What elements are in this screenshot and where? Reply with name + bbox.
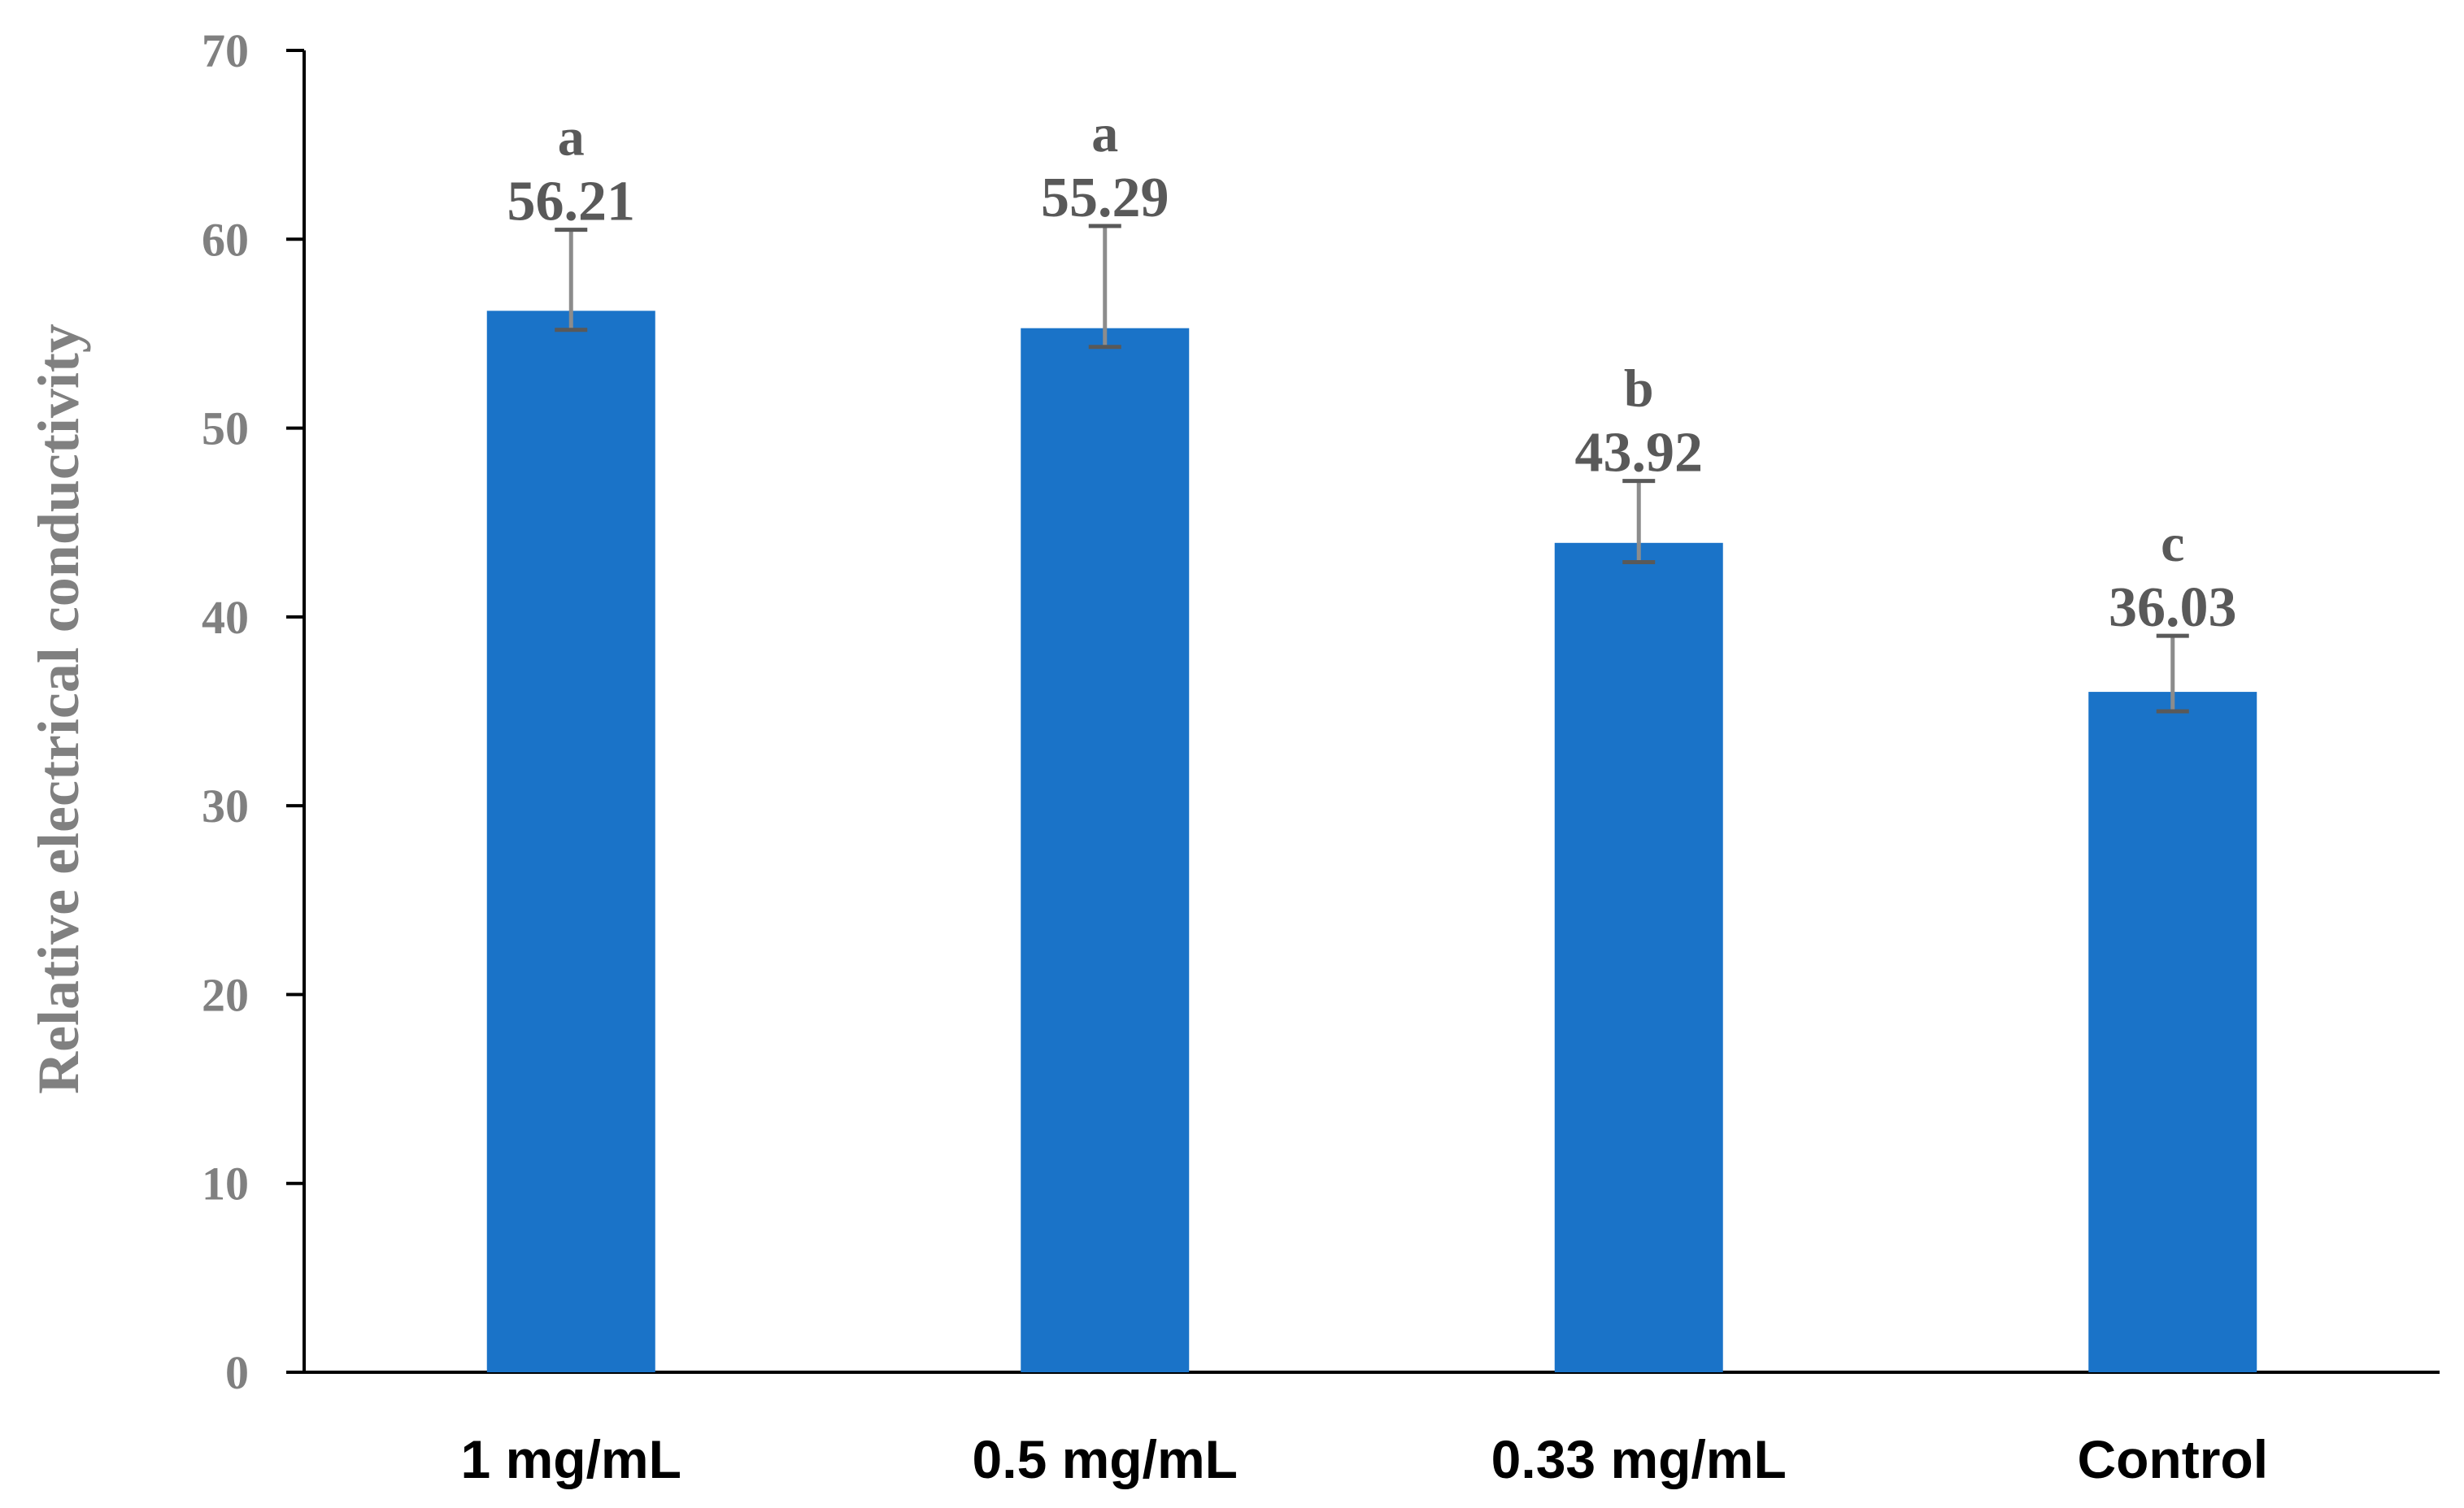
y-tick-label: 60 [202, 213, 249, 266]
y-tick-label: 10 [202, 1158, 249, 1210]
significance-letter: b [1624, 359, 1654, 419]
y-ticks: 0 10 20 30 40 50 60 70 [202, 24, 304, 1399]
y-tick-label: 70 [202, 24, 249, 77]
bar [2088, 692, 2257, 1372]
y-tick-label: 40 [202, 591, 249, 644]
y-tick-label: 30 [202, 780, 249, 832]
y-axis-title: Relative electrical conductivity [26, 324, 91, 1094]
y-tick-label: 20 [202, 968, 249, 1021]
bar [486, 311, 655, 1372]
y-tick-label: 0 [225, 1346, 249, 1399]
x-tick-label: 0.5 mg/mL [973, 1429, 1238, 1489]
data-label: 56.21 [507, 171, 636, 233]
y-tick-label: 50 [202, 402, 249, 455]
x-tick-label: 0.33 mg/mL [1491, 1429, 1787, 1489]
bar [1021, 328, 1190, 1373]
data-label: 55.29 [1041, 167, 1169, 229]
significance-letter: a [558, 108, 585, 167]
x-tick-label: 1 mg/mL [461, 1429, 681, 1489]
x-tick-label: Control [2077, 1429, 2268, 1489]
significance-letter: a [1091, 104, 1118, 163]
significance-letter: c [2161, 514, 2184, 573]
bar [1554, 542, 1723, 1372]
data-label: 43.92 [1575, 422, 1704, 485]
x-labels: 1 mg/mL 0.5 mg/mL 0.33 mg/mL Control [461, 1429, 2269, 1489]
data-label: 36.03 [2109, 576, 2237, 639]
